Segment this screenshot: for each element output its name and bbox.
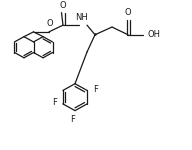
Text: F: F: [52, 98, 57, 107]
Text: F: F: [93, 85, 98, 94]
Text: NH: NH: [76, 13, 88, 22]
Text: O: O: [60, 1, 66, 10]
Text: O: O: [125, 8, 131, 17]
Text: O: O: [47, 20, 53, 28]
Text: F: F: [71, 115, 75, 124]
Text: OH: OH: [148, 30, 161, 39]
